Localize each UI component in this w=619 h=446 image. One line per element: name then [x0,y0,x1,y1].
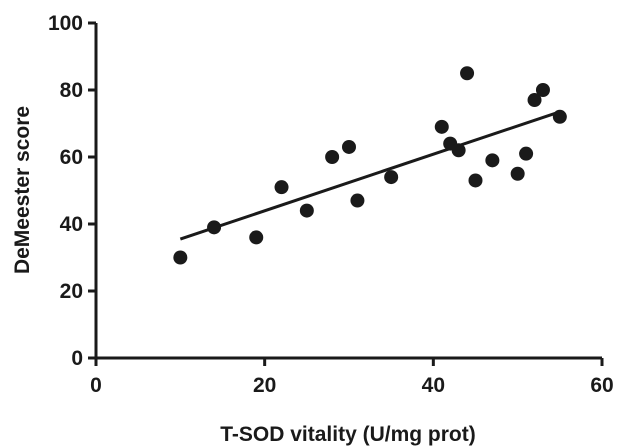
data-point [434,119,449,134]
data-points [173,66,567,265]
data-point [207,220,222,235]
x-axis-title: T-SOD vitality (U/mg prot) [220,423,476,446]
regression-line-group [179,110,561,241]
data-point [342,139,356,154]
data-point [552,109,567,124]
y-tick-label: 0 [71,347,83,370]
data-point [519,146,534,161]
data-point [274,180,289,195]
x-tick-label: 60 [590,374,613,397]
y-tick-label: 40 [60,213,83,236]
y-axis-ticks: 0 20 40 60 80 100 [48,12,96,370]
data-point [451,143,466,158]
data-point [299,203,314,218]
x-tick-label: 0 [90,374,102,397]
x-tick-label: 20 [253,374,276,397]
data-point [325,150,340,164]
data-point [249,230,264,245]
y-axis-title: DeMeester score [11,106,34,274]
data-point [460,66,475,81]
y-tick-label: 80 [60,79,83,102]
x-axis-ticks: 0 20 40 60 [90,358,614,397]
y-tick-label: 20 [60,280,83,303]
data-point [384,170,399,185]
data-point [485,153,500,168]
y-tick-label: 60 [60,146,83,169]
data-point [527,93,542,108]
data-point [535,83,550,97]
data-point [468,173,483,188]
y-tick-label: 100 [48,12,83,35]
axes [94,23,602,360]
data-point [350,193,365,208]
x-tick-label: 40 [422,374,445,397]
data-point [510,166,525,181]
data-point [173,250,188,265]
regression-line [179,110,561,241]
